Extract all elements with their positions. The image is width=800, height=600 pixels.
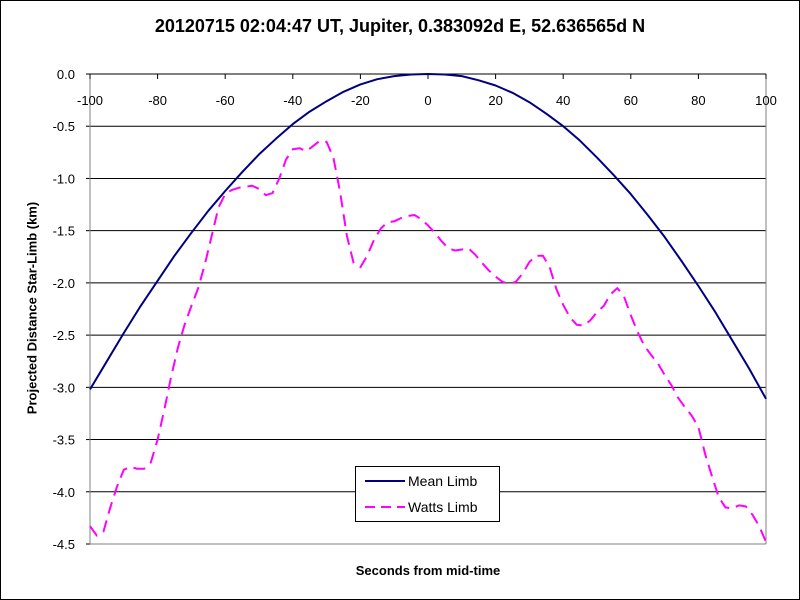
x-tick-label-8: 60 xyxy=(624,93,638,108)
legend-item-mean-limb: Mean Limb xyxy=(356,469,499,493)
x-tick-label-7: 40 xyxy=(556,93,570,108)
legend-swatch-watts-limb xyxy=(365,506,405,508)
y-tick-label-1: -0.5 xyxy=(53,119,75,134)
legend: Mean Limb Watts Limb xyxy=(355,466,500,522)
series-line-watts-limb xyxy=(89,139,767,543)
x-tick-label-4: -20 xyxy=(351,93,370,108)
x-tick-label-6: 20 xyxy=(488,93,502,108)
x-tick-label-2: -60 xyxy=(216,93,235,108)
x-tick-label-3: -40 xyxy=(283,93,302,108)
x-tick-label-9: 80 xyxy=(691,93,705,108)
y-tick-label-6: -3.0 xyxy=(53,380,75,395)
legend-label-watts-limb: Watts Limb xyxy=(408,499,478,515)
legend-item-watts-limb: Watts Limb xyxy=(356,495,499,519)
y-tick-label-2: -1.0 xyxy=(53,171,75,186)
legend-label-mean-limb: Mean Limb xyxy=(408,473,478,489)
y-axis-label: Projected Distance Star-Limb (km) xyxy=(24,201,40,415)
y-tick-label-7: -3.5 xyxy=(53,433,75,448)
y-tick-label-0: 0.0 xyxy=(57,67,75,82)
legend-swatch-mean-limb xyxy=(365,480,405,482)
x-tick-label-10: 100 xyxy=(755,93,777,108)
y-tick-label-5: -2.5 xyxy=(53,328,75,343)
y-tick-label-8: -4.0 xyxy=(53,485,75,500)
y-tick-label-3: -1.5 xyxy=(53,224,75,239)
x-tick-label-0: -100 xyxy=(77,93,103,108)
x-tick-label-5: 0 xyxy=(424,93,431,108)
x-tick-label-1: -80 xyxy=(148,93,167,108)
y-tick-label-9: -4.5 xyxy=(53,537,75,552)
y-tick-label-4: -2.0 xyxy=(53,276,75,291)
x-axis-label: Seconds from mid-time xyxy=(355,563,501,578)
chart-title: 20120715 02:04:47 UT, Jupiter, 0.383092d… xyxy=(154,16,646,36)
series-line-mean-limb xyxy=(89,73,767,400)
